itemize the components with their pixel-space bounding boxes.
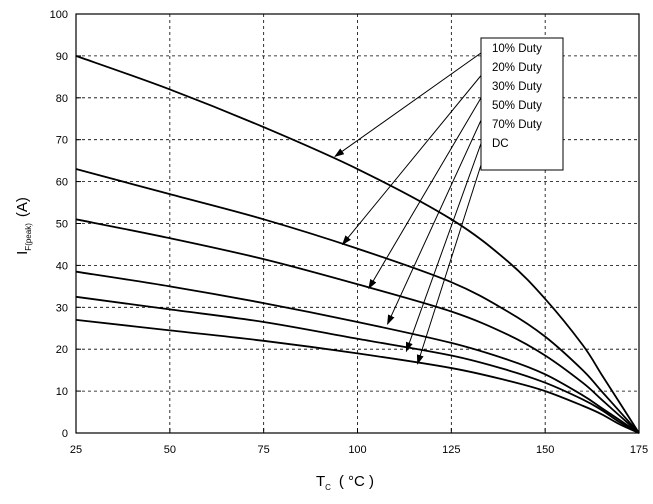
y-tick-label: 70 xyxy=(56,135,68,147)
y-axis-title-sub: F(peak) xyxy=(24,223,33,251)
x-tick-label: 75 xyxy=(258,444,270,456)
legend: 10% Duty 20% Duty 30% Duty 50% Duty 70% Duty… xyxy=(480,37,564,171)
y-tick-label: 80 xyxy=(56,93,68,105)
y-axis-title: IF(peak) (A) xyxy=(14,197,33,255)
legend-arrow-4 xyxy=(405,123,489,353)
x-tick-label: 125 xyxy=(442,444,460,456)
x-axis-title-main: T xyxy=(316,473,325,490)
legend-label-1: 20% Duty xyxy=(492,62,542,74)
axis-ticks: 25 50 75 100 125 150 175 0 10 20 30 40 50 60 70 80 90 100 xyxy=(50,9,649,456)
y-tick-label: 90 xyxy=(56,51,68,63)
y-axis-title-unit: (A) xyxy=(14,197,31,217)
series-lines xyxy=(75,55,640,434)
x-tick-label: 50 xyxy=(164,444,176,456)
y-axis-title-main: I xyxy=(14,251,31,255)
x-tick-label: 175 xyxy=(630,444,648,456)
legend-label-0: 10% Duty xyxy=(492,43,542,55)
legend-arrow-0 xyxy=(334,47,489,158)
series-line-2 xyxy=(75,218,640,434)
legend-label-2: 30% Duty xyxy=(492,81,542,93)
series-line-1 xyxy=(75,168,640,434)
legend-label-4: 70% Duty xyxy=(492,119,542,131)
legend-label-3: 50% Duty xyxy=(492,100,542,112)
y-tick-label: 10 xyxy=(56,386,68,398)
y-tick-label: 30 xyxy=(56,302,68,314)
x-axis-title: TC ( °C ) xyxy=(316,473,374,492)
legend-arrow-1 xyxy=(341,66,489,246)
series-line-5 xyxy=(75,318,640,434)
y-tick-label: 60 xyxy=(56,177,68,189)
series-line-0 xyxy=(75,55,640,434)
x-tick-label: 150 xyxy=(536,444,554,456)
y-tick-label: 20 xyxy=(56,344,68,356)
series-line-3 xyxy=(75,270,640,434)
y-tick-label: 100 xyxy=(50,9,68,21)
x-tick-label: 100 xyxy=(348,444,366,456)
legend-arrows xyxy=(334,47,489,365)
legend-arrow-2 xyxy=(368,85,489,290)
x-tick-label: 25 xyxy=(70,444,82,456)
y-tick-label: 40 xyxy=(56,260,68,272)
legend-arrow-3 xyxy=(387,104,489,325)
series-line-4 xyxy=(75,295,640,434)
x-axis-title-unit: ( °C ) xyxy=(339,473,374,490)
legend-box xyxy=(480,37,564,171)
y-tick-label: 0 xyxy=(62,428,68,440)
legend-arrow-5 xyxy=(416,142,489,365)
y-tick-label: 50 xyxy=(56,219,68,231)
x-axis-title-sub: C xyxy=(325,483,331,492)
legend-label-5: DC xyxy=(492,138,509,150)
